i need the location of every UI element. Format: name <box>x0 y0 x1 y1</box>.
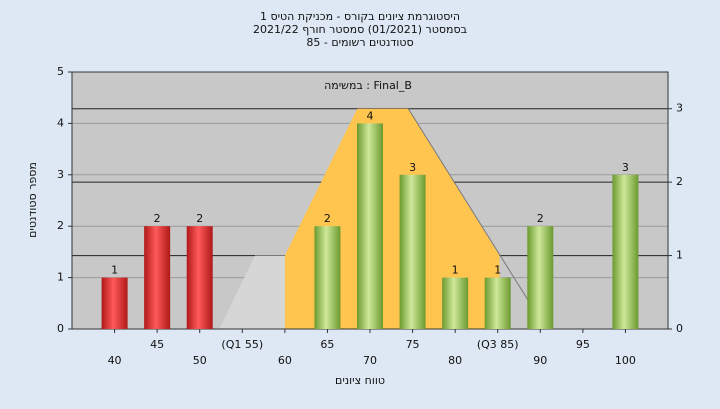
chart-title: היסטוגרמת ציונים בקורס - מכניקת הטיס 1 <box>260 10 460 23</box>
bar <box>357 123 383 330</box>
bar <box>186 226 213 329</box>
distribution-area <box>219 255 285 329</box>
y2-tick-label: 2 <box>676 175 683 188</box>
x-tick-label: (Q1 55) <box>221 338 263 351</box>
y-tick-label: 1 <box>57 271 64 284</box>
bar <box>101 277 128 329</box>
x-tick-label: 40 <box>108 354 122 367</box>
data-label: 3 <box>622 161 629 174</box>
bar <box>144 226 171 329</box>
data-label: 2 <box>196 212 203 225</box>
bar <box>612 174 639 329</box>
y-tick-label: 4 <box>57 116 64 129</box>
data-label: 2 <box>324 212 331 225</box>
data-label: 2 <box>154 212 161 225</box>
data-label: 4 <box>367 109 374 122</box>
x-tick-label: 45 <box>150 338 164 351</box>
x-tick-label: 65 <box>320 338 334 351</box>
data-label: 2 <box>537 212 544 225</box>
annotation: במשימה : Final_B <box>324 79 412 92</box>
x-tick-label: 70 <box>363 354 377 367</box>
y2-tick-label: 1 <box>676 249 683 262</box>
x-axis-title: טווח ציונים <box>335 374 385 387</box>
y-tick-label: 5 <box>57 65 64 78</box>
y2-tick-label: 0 <box>676 322 683 335</box>
bar <box>527 226 554 329</box>
y-tick-label: 3 <box>57 168 64 181</box>
bar <box>314 226 341 329</box>
data-label: 1 <box>111 264 118 277</box>
bar <box>399 174 426 329</box>
data-label: 3 <box>409 161 416 174</box>
x-tick-label: 100 <box>615 354 636 367</box>
x-tick-label: 90 <box>533 354 547 367</box>
y-tick-label: 2 <box>57 219 64 232</box>
chart-subtitle: סטודנטים רשומים - 85 <box>306 36 413 49</box>
x-tick-label: 80 <box>448 354 462 367</box>
data-label: 1 <box>494 264 501 277</box>
distribution-line <box>407 108 531 304</box>
y-axis-title: מספר סטודנטים <box>26 162 39 238</box>
data-label: 1 <box>452 264 459 277</box>
bar <box>442 277 469 329</box>
y-tick-label: 0 <box>57 322 64 335</box>
x-tick-label: 50 <box>193 354 207 367</box>
chart-subtitle: בסמסטר (01/2021) סמסטר חורף 2021/22 <box>253 23 467 36</box>
x-tick-label: (Q3 85) <box>477 338 519 351</box>
x-tick-label: 95 <box>576 338 590 351</box>
x-tick-label: 75 <box>406 338 420 351</box>
bar <box>484 277 511 329</box>
y2-tick-label: 3 <box>676 102 683 115</box>
x-tick-label: 60 <box>278 354 292 367</box>
